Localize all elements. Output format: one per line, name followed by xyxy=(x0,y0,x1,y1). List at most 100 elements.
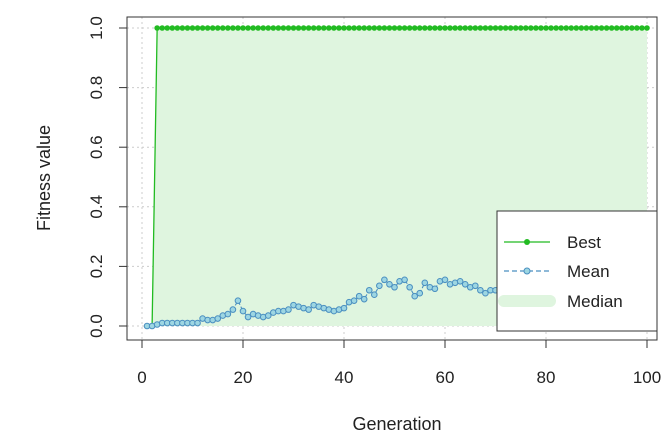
x-tick-label: 0 xyxy=(137,368,146,387)
best-point xyxy=(220,25,226,31)
mean-point xyxy=(340,304,348,312)
mean-point xyxy=(381,276,388,284)
mean-point xyxy=(441,276,449,284)
best-point xyxy=(624,25,630,31)
best-point xyxy=(401,25,408,31)
best-point xyxy=(305,25,312,31)
best-point xyxy=(482,25,489,31)
best-point xyxy=(568,25,575,31)
mean-point xyxy=(456,278,464,285)
best-point xyxy=(235,25,241,31)
best-point xyxy=(179,25,186,31)
best-point xyxy=(533,25,539,31)
best-point xyxy=(416,25,423,31)
best-point xyxy=(583,25,590,31)
mean-point xyxy=(229,306,237,313)
mean-point xyxy=(371,291,378,299)
mean-point xyxy=(224,310,232,318)
y-tick-label: 0.4 xyxy=(87,195,106,219)
best-point xyxy=(487,25,494,31)
best-point xyxy=(240,25,246,31)
best-point xyxy=(290,25,297,31)
best-point xyxy=(543,25,549,31)
mean-point xyxy=(461,280,469,288)
best-point xyxy=(250,25,256,31)
best-point xyxy=(634,25,640,31)
y-axis: 0.0 0.2 0.4 0.6 0.8 1.0 xyxy=(87,16,127,338)
best-point xyxy=(598,25,605,31)
best-point xyxy=(214,25,221,31)
best-point xyxy=(462,25,469,31)
best-point xyxy=(442,25,448,31)
best-point xyxy=(381,25,388,31)
mean-point xyxy=(416,289,424,297)
mean-point xyxy=(421,279,429,287)
best-point xyxy=(270,25,277,31)
best-point xyxy=(613,25,620,31)
best-point xyxy=(245,25,251,31)
best-point xyxy=(275,25,282,31)
mean-point xyxy=(411,292,419,300)
best-point xyxy=(608,25,615,31)
best-point xyxy=(553,25,559,31)
mean-point xyxy=(406,283,413,291)
best-point xyxy=(159,25,165,31)
best-point xyxy=(411,25,418,31)
x-axis-label: Generation xyxy=(352,414,441,434)
mean-point xyxy=(350,297,358,304)
best-point xyxy=(406,25,413,31)
best-point xyxy=(331,25,337,31)
best-point xyxy=(356,25,362,31)
best-point xyxy=(295,25,302,31)
best-point xyxy=(517,25,524,31)
mean-point xyxy=(391,283,398,291)
x-axis: 0 20 40 60 80 100 xyxy=(137,340,661,387)
best-point xyxy=(336,25,342,31)
best-point xyxy=(169,25,176,31)
mean-point xyxy=(305,306,312,313)
best-point xyxy=(603,25,610,31)
best-point xyxy=(194,25,201,31)
best-point xyxy=(280,25,287,31)
best-point xyxy=(341,25,347,31)
best-point xyxy=(644,25,650,31)
best-point xyxy=(310,25,317,31)
mean-point xyxy=(194,319,201,327)
best-point xyxy=(204,25,211,31)
best-point xyxy=(300,25,307,31)
best-point xyxy=(422,25,428,31)
best-point xyxy=(189,25,196,31)
mean-point xyxy=(477,286,484,294)
best-point xyxy=(467,25,474,31)
best-point xyxy=(452,25,458,31)
mean-point xyxy=(285,306,292,313)
best-point xyxy=(512,25,519,31)
mean-point xyxy=(355,292,363,300)
plot-frame xyxy=(126,16,658,341)
best-point xyxy=(199,25,206,31)
best-series xyxy=(144,25,650,329)
best-point xyxy=(477,25,484,31)
best-point xyxy=(447,25,453,31)
best-point xyxy=(285,25,292,31)
legend-best-label: Best xyxy=(567,233,601,252)
best-point xyxy=(351,25,357,31)
x-tick-label: 100 xyxy=(633,368,661,387)
best-point xyxy=(558,25,564,31)
best-point xyxy=(523,25,529,31)
best-point xyxy=(391,25,398,31)
best-point xyxy=(326,25,332,31)
legend-mean-marker xyxy=(523,267,531,275)
mean-point xyxy=(376,282,383,290)
x-tick-label: 80 xyxy=(537,368,556,387)
mean-point xyxy=(214,315,222,322)
mean-point xyxy=(239,307,247,315)
best-point xyxy=(593,25,600,31)
best-point xyxy=(573,25,580,31)
legend-best-marker xyxy=(524,239,530,245)
mean-point xyxy=(244,313,252,321)
best-point xyxy=(184,25,191,31)
best-point xyxy=(225,25,231,31)
mean-point xyxy=(431,285,439,293)
